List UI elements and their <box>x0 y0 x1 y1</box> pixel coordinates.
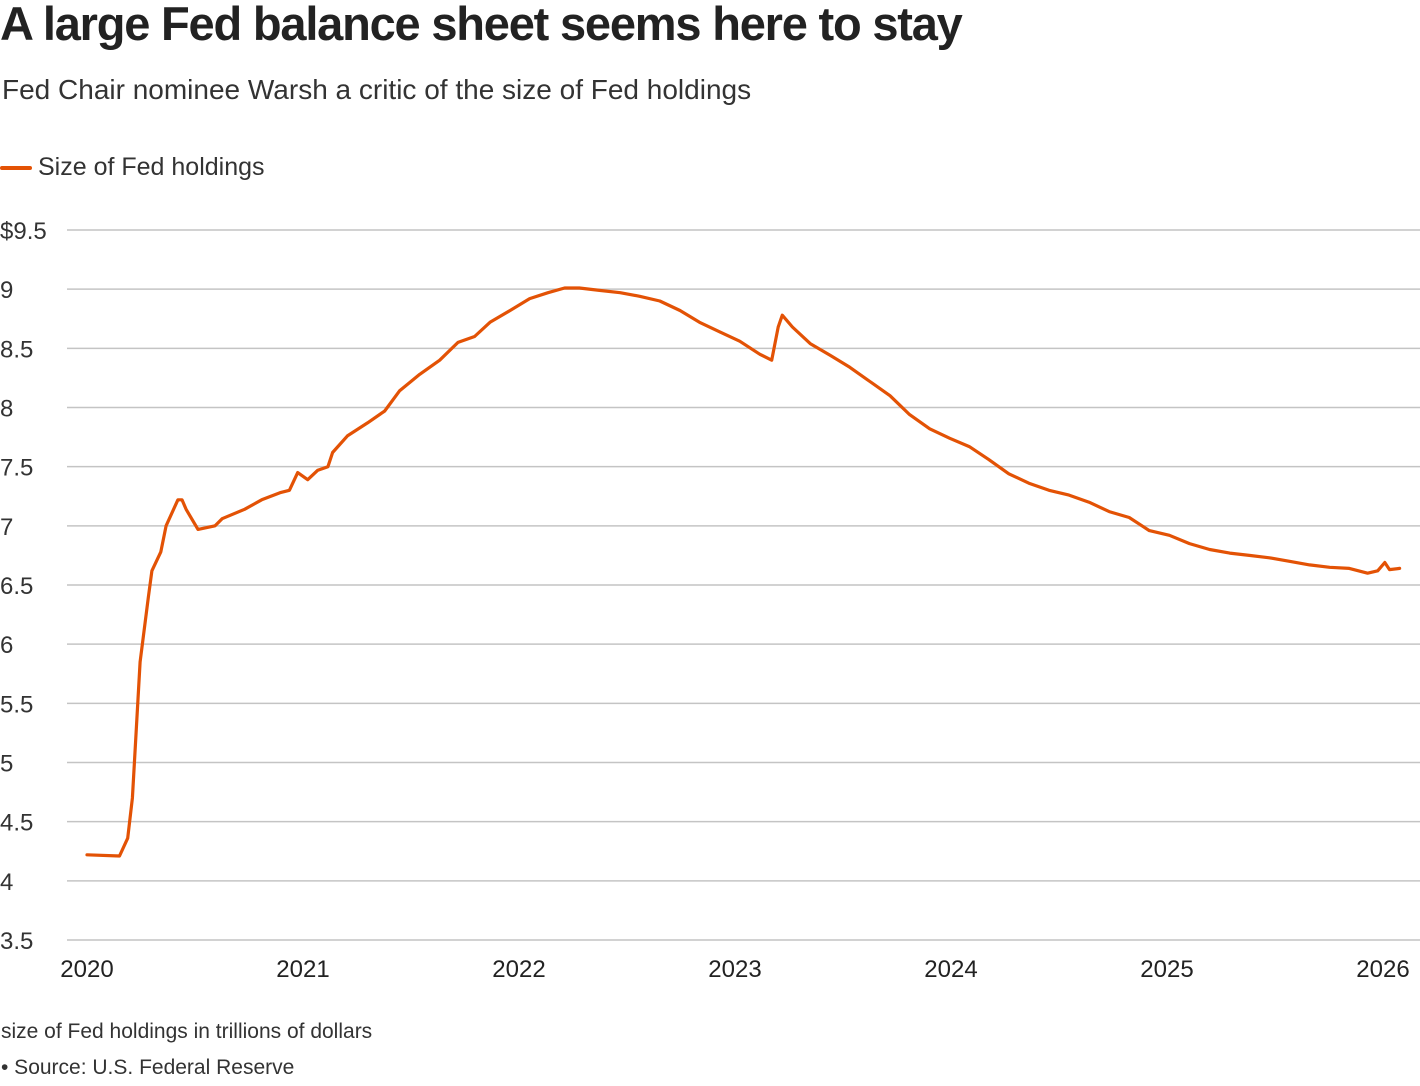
y-tick-label: 7 <box>0 514 13 541</box>
legend: Size of Fed holdings <box>0 153 265 182</box>
y-tick-label: 6 <box>0 632 13 659</box>
y-tick-label: $9.5 <box>0 218 47 245</box>
x-tick-label: 2021 <box>276 956 329 983</box>
x-tick-label: 2026 <box>1356 956 1409 983</box>
y-tick-label: 5.5 <box>0 691 33 718</box>
y-tick-label: 8.5 <box>0 336 33 363</box>
y-tick-label: 9 <box>0 277 13 304</box>
chart-title: A large Fed balance sheet seems here to … <box>0 0 963 50</box>
x-tick-label: 2023 <box>708 956 761 983</box>
legend-label: Size of Fed holdings <box>38 153 265 181</box>
series-line-size-of-fed-holdings <box>85 286 1402 858</box>
chart-note: size of Fed holdings in trillions of dol… <box>1 1020 373 1043</box>
x-tick-label: 2022 <box>492 956 545 983</box>
x-tick-label: 2025 <box>1140 956 1193 983</box>
y-tick-label: 4.5 <box>0 810 33 837</box>
chart-subtitle: Fed Chair nominee Warsh a critic of the … <box>2 74 752 105</box>
x-tick-label: 2020 <box>60 956 113 983</box>
y-tick-label: 5 <box>0 751 13 778</box>
y-tick-label: 6.5 <box>0 573 33 600</box>
y-tick-label: 4 <box>0 869 13 896</box>
y-tick-label: 8 <box>0 396 13 423</box>
y-tick-label: 3.5 <box>0 928 33 955</box>
y-tick-label: 7.5 <box>0 455 33 482</box>
x-tick-label: 2024 <box>924 956 977 983</box>
legend-swatch <box>0 165 32 170</box>
chart-source: • Source: U.S. Federal Reserve <box>1 1056 295 1079</box>
